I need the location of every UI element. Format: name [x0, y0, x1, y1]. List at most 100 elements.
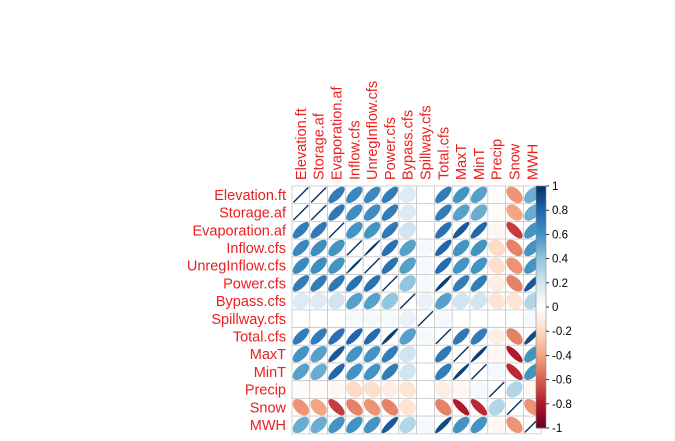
correlation-ellipse — [506, 222, 523, 239]
correlation-ellipse — [399, 204, 416, 221]
colorbar-segment — [536, 316, 546, 320]
correlation-ellipse — [435, 310, 452, 327]
matrix-cell — [487, 238, 506, 258]
matrix-cell — [433, 220, 453, 240]
matrix-cell — [487, 397, 506, 417]
matrix-cell — [398, 291, 417, 311]
correlation-ellipse — [328, 416, 345, 434]
colorbar-segment — [536, 355, 546, 359]
correlation-ellipse — [381, 328, 399, 345]
matrix-cell — [327, 380, 346, 399]
matrix-cell — [344, 256, 364, 275]
matrix-cell — [380, 274, 400, 293]
correlation-ellipse — [488, 416, 505, 434]
correlation-ellipse — [328, 204, 345, 221]
correlation-ellipse — [435, 204, 452, 221]
colorbar-segment — [536, 343, 546, 347]
correlation-ellipse — [452, 292, 470, 310]
matrix-cell — [469, 309, 489, 328]
correlation-ellipse — [363, 381, 381, 398]
correlation-ellipse — [381, 416, 399, 434]
correlation-ellipse — [328, 239, 345, 257]
matrix-cell — [291, 256, 311, 275]
correlation-ellipse — [381, 222, 399, 239]
correlation-ellipse — [488, 310, 505, 327]
matrix-cell — [451, 203, 471, 222]
matrix-cell — [327, 203, 346, 222]
correlation-ellipse — [470, 328, 488, 345]
correlation-ellipse — [399, 328, 416, 345]
column-label: MaxT — [454, 144, 470, 180]
matrix-cell — [416, 362, 435, 382]
correlation-ellipse — [310, 310, 327, 327]
correlation-ellipse — [435, 381, 452, 398]
matrix-cell — [433, 397, 453, 417]
matrix-cell — [309, 362, 328, 382]
correlation-ellipse — [488, 222, 505, 239]
matrix-cell — [451, 344, 471, 364]
colorbar-segment — [536, 361, 546, 365]
matrix-cell — [451, 327, 471, 346]
correlation-ellipse — [488, 345, 505, 363]
colorbar-segment — [536, 352, 546, 356]
matrix-cell — [380, 203, 400, 222]
correlation-ellipse — [328, 310, 345, 327]
matrix-cell — [398, 274, 417, 293]
correlation-ellipse — [399, 416, 416, 434]
correlation-ellipse — [470, 257, 488, 274]
correlation-ellipse — [399, 381, 416, 398]
correlation-ellipse — [363, 292, 381, 310]
correlation-line — [292, 186, 309, 203]
correlation-ellipse — [399, 186, 416, 204]
matrix-cell — [433, 203, 453, 222]
correlation-ellipse — [292, 328, 310, 345]
row-label: Power.cfs — [223, 276, 286, 292]
correlation-ellipse — [470, 310, 488, 327]
colorbar-segment — [536, 385, 546, 390]
colorbar-segment — [536, 285, 546, 290]
matrix-cell — [344, 380, 364, 399]
row-label: MWH — [250, 418, 286, 434]
matrix-cell — [505, 238, 524, 258]
correlation-ellipse — [328, 328, 345, 345]
correlation-ellipse — [470, 222, 488, 239]
matrix-cell — [327, 274, 346, 293]
matrix-cell — [291, 274, 311, 293]
correlation-ellipse — [310, 381, 327, 398]
matrix-cell — [451, 185, 471, 205]
colorbar-tick-label: -0.4 — [552, 350, 572, 362]
correlation-ellipse — [399, 345, 416, 363]
correlation-ellipse — [346, 328, 363, 345]
matrix-cell — [398, 220, 417, 240]
matrix-cell — [469, 274, 489, 293]
colorbar-segment — [536, 273, 546, 278]
matrix-cell — [327, 362, 346, 382]
matrix-cell — [487, 380, 506, 399]
colorbar-segment — [536, 406, 546, 411]
colorbar-tick-label: 0.4 — [552, 254, 569, 266]
matrix-cell — [344, 203, 364, 222]
correlation-ellipse — [399, 239, 416, 257]
correlation-ellipse — [363, 399, 381, 416]
colorbar-segment — [536, 240, 546, 244]
matrix-cell — [380, 220, 400, 240]
matrix-cell — [380, 256, 400, 275]
correlation-ellipse — [292, 257, 310, 274]
colorbar-segment — [536, 379, 546, 384]
colorbar-segment — [536, 228, 546, 232]
matrix-cell — [416, 203, 435, 222]
correlation-line — [399, 293, 416, 310]
correlation-ellipse — [452, 275, 470, 292]
correlation-ellipse — [417, 416, 434, 434]
correlation-ellipse — [470, 381, 488, 398]
correlation-ellipse — [452, 186, 470, 204]
correlation-ellipse — [310, 345, 327, 363]
correlation-ellipse — [346, 257, 363, 274]
correlation-ellipse — [470, 239, 488, 257]
correlation-ellipse — [381, 204, 399, 221]
correlation-ellipse — [346, 363, 363, 381]
matrix-cell — [291, 309, 311, 328]
column-label: Bypass.cfs — [401, 110, 417, 180]
row-label: Bypass.cfs — [216, 294, 286, 310]
